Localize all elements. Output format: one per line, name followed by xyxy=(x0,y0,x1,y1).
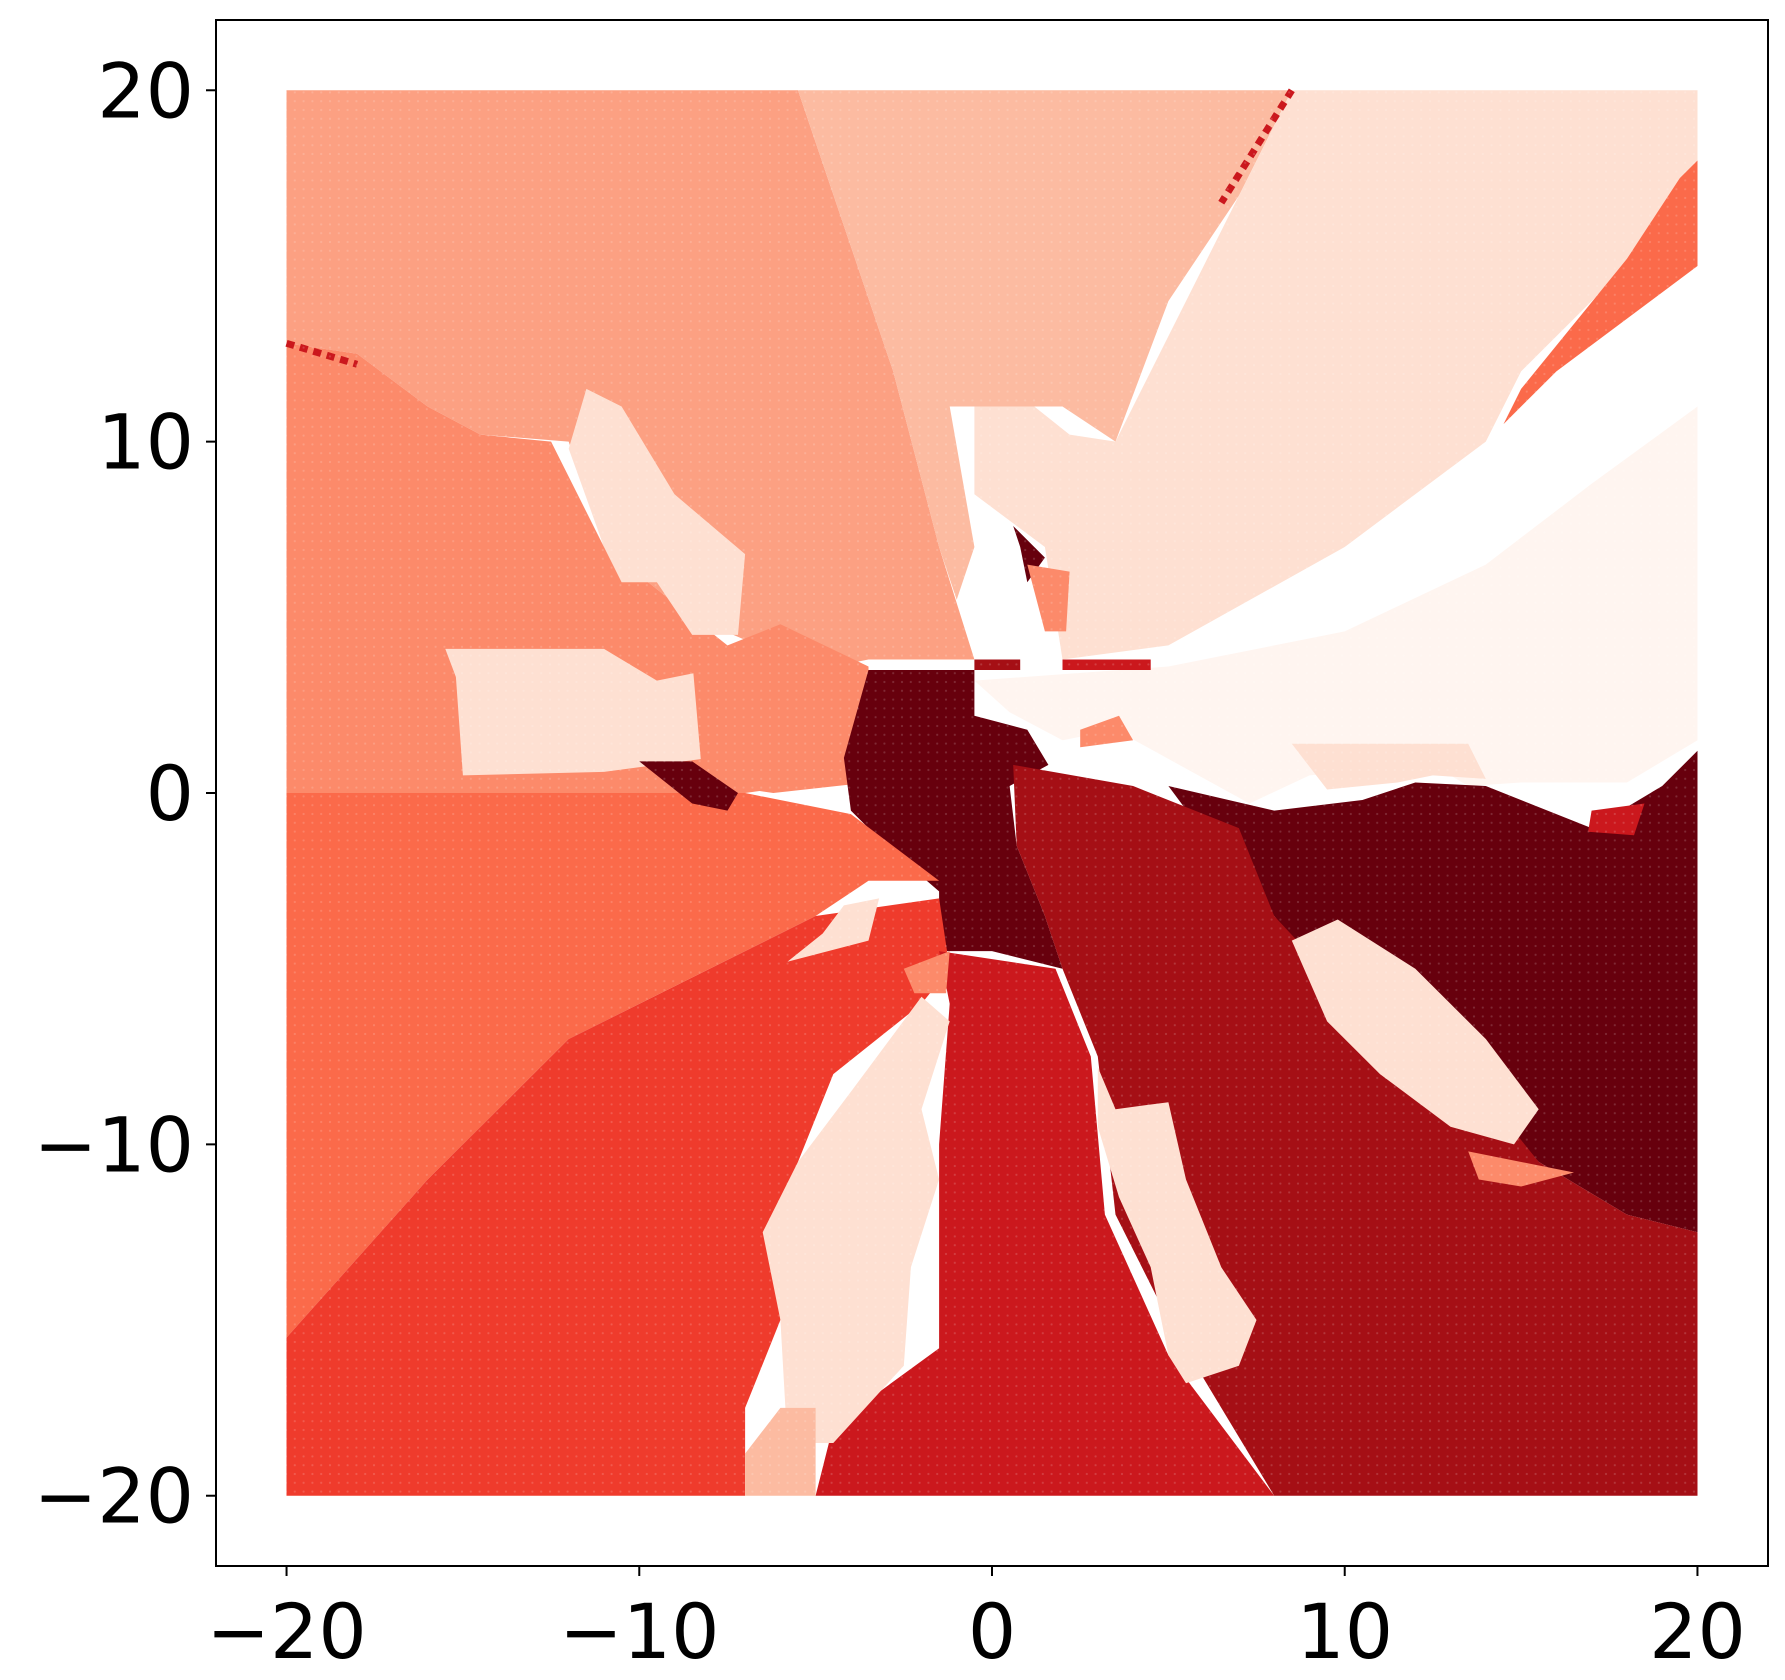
x-tick-label: −20 xyxy=(206,1587,366,1676)
y-tick-label: 20 xyxy=(97,46,194,135)
point-texture xyxy=(286,90,1698,1496)
x-tick-label: 20 xyxy=(1649,1587,1746,1676)
x-tick-label: −10 xyxy=(559,1587,719,1676)
y-tick-label: 0 xyxy=(146,749,194,838)
x-tick-label: 0 xyxy=(968,1587,1016,1676)
y-axis: 20 10 0 −10 −20 xyxy=(34,46,216,1541)
x-tick-label: 10 xyxy=(1296,1587,1393,1676)
x-axis: −20 −10 0 10 20 xyxy=(206,1566,1746,1676)
y-tick-label: 10 xyxy=(97,398,194,487)
y-tick-label: −20 xyxy=(34,1452,194,1541)
point-grid-texture xyxy=(286,90,1698,1496)
y-tick-label: −10 xyxy=(34,1100,194,1189)
